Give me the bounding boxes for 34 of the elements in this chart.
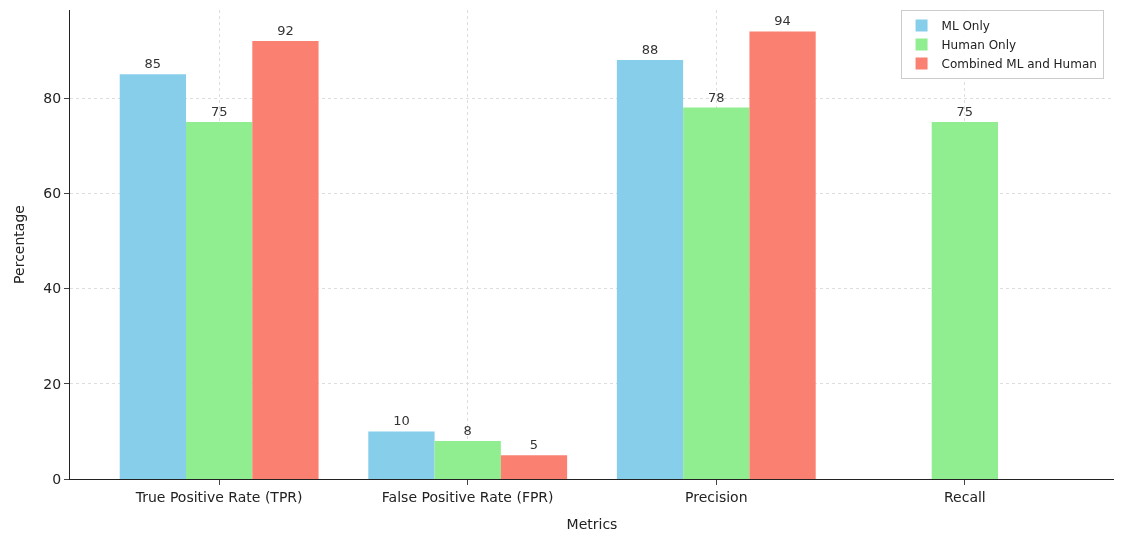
bar [616, 59, 684, 479]
legend-label: Combined ML and Human [941, 57, 1097, 72]
y-axis-title: Percentage [10, 205, 27, 284]
bar [186, 121, 253, 479]
bar [749, 31, 816, 479]
bar [500, 455, 568, 479]
data-label: 85 [144, 56, 162, 72]
bar [119, 74, 186, 479]
x-tick-label: False Positive Rate (FPR) [381, 488, 554, 505]
x-tick-label: Precision [685, 488, 748, 505]
data-label: 75 [210, 103, 228, 119]
x-tick-label: True Positive Rate (TPR) [134, 488, 303, 505]
bar [931, 121, 998, 479]
y-tick-label: 20 [43, 375, 62, 392]
y-tick-label: 40 [43, 280, 62, 297]
y-tick-label: 80 [43, 89, 62, 106]
bar [683, 107, 750, 479]
data-label: 92 [277, 22, 294, 38]
x-tick-label: Recall [943, 488, 986, 505]
legend-label: Human Only [941, 38, 1017, 53]
data-label: 10 [393, 413, 410, 429]
y-tick-label: 60 [43, 185, 62, 202]
x-axis-title: Metrics [566, 516, 618, 533]
legend-label: ML Only [941, 19, 990, 34]
data-label: 75 [956, 103, 974, 119]
data-label: 8 [463, 422, 472, 438]
y-tick-label: 0 [52, 470, 62, 487]
data-label: 88 [641, 41, 659, 57]
data-label: 94 [774, 13, 791, 29]
bar [252, 40, 319, 479]
data-label: 5 [529, 437, 539, 453]
bar [368, 431, 435, 479]
data-label: 78 [708, 89, 725, 105]
bar [434, 440, 501, 479]
